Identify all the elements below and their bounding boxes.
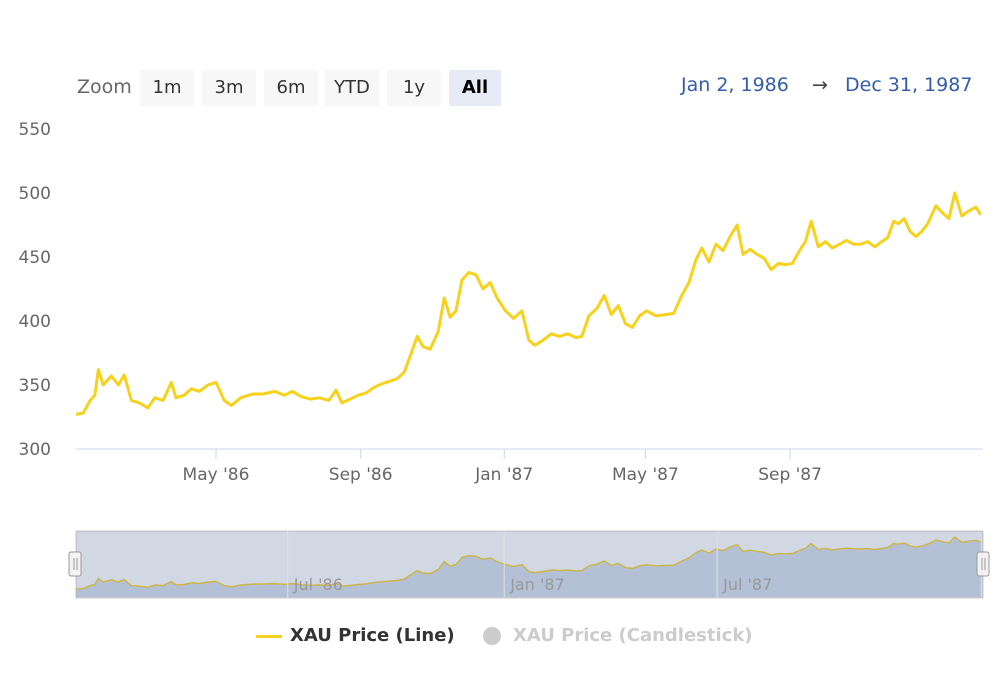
zoom-1m-button[interactable]: 1m: [140, 70, 194, 106]
navigator-series-line: [75, 536, 981, 590]
navigator-right-handle[interactable]: [976, 551, 990, 577]
navigator: Jul '86 Jan '87 Jul '87: [68, 530, 990, 599]
legend-candle-label: XAU Price (Candlestick): [513, 625, 753, 646]
navigator-mask[interactable]: [76, 531, 983, 598]
navigator-ticks: Jul '86 Jan '87 Jul '87: [287, 531, 772, 598]
navigator-tick-label: Jan '87: [509, 575, 565, 594]
legend-line-symbol: [256, 634, 282, 638]
navigator-tick-label: Jul '86: [293, 575, 343, 594]
y-tick-label: 300: [19, 440, 51, 460]
zoom-6m-button[interactable]: 6m: [264, 70, 318, 106]
navigator-area: [76, 537, 981, 597]
y-tick-label: 400: [19, 312, 51, 332]
legend-candle-symbol: [483, 627, 501, 645]
y-axis-labels: 300 350 400 450 500 550: [19, 120, 51, 460]
x-tick-label: Sep '86: [329, 465, 393, 485]
range-arrow: →: [812, 74, 828, 96]
navigator-tick-label: Jul '87: [722, 575, 772, 594]
zoom-ytd-button[interactable]: YTD: [325, 70, 379, 106]
zoom-3m-button[interactable]: 3m: [202, 70, 256, 106]
y-tick-label: 350: [19, 376, 51, 396]
x-tick-label: May '86: [183, 465, 250, 485]
navigator-left-handle[interactable]: [68, 551, 82, 577]
y-tick-label: 550: [19, 120, 51, 140]
y-tick-label: 450: [19, 248, 51, 268]
legend-item-line[interactable]: XAU Price (Line): [256, 622, 455, 650]
legend-line-label: XAU Price (Line): [290, 625, 455, 646]
legend-item-candlestick[interactable]: XAU Price (Candlestick): [483, 622, 753, 650]
x-tick-label: Sep '87: [758, 465, 822, 485]
range-from-date[interactable]: Jan 2, 1986: [681, 74, 789, 96]
x-tick-label: May '87: [612, 465, 679, 485]
range-to-date[interactable]: Dec 31, 1987: [845, 74, 973, 96]
y-tick-label: 500: [19, 184, 51, 204]
series-line-xau[interactable]: [75, 191, 982, 416]
x-axis-ticks: May '86 Sep '86 Jan '87 May '87 Sep '87: [183, 449, 822, 485]
x-tick-label: Jan '87: [474, 465, 533, 485]
zoom-all-button[interactable]: All: [449, 70, 501, 106]
main-series-group: [75, 191, 982, 416]
zoom-1y-button[interactable]: 1y: [387, 70, 441, 106]
zoom-label: Zoom: [77, 76, 132, 98]
